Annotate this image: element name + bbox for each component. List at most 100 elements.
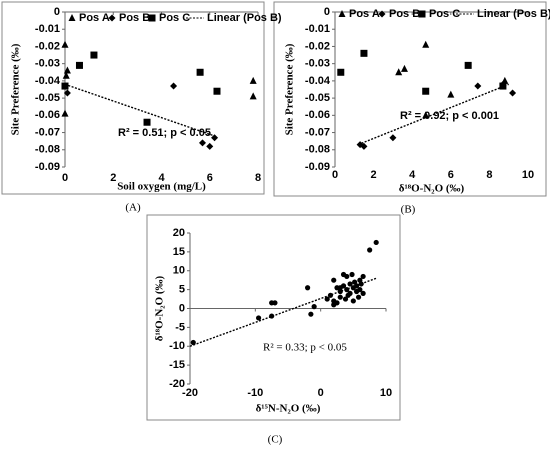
point: [249, 76, 257, 84]
caption: (B): [401, 204, 416, 216]
trendline: [357, 83, 509, 146]
y-tick-label: -0.01: [35, 23, 60, 35]
legend-label: Pos C: [159, 12, 190, 24]
point: [337, 285, 343, 291]
y-tick-label: 0: [179, 302, 185, 314]
y-tick-label: -0.03: [305, 58, 330, 70]
y-tick-label: 0: [324, 6, 330, 18]
trendline: [64, 83, 215, 137]
y-tick-label: 0: [54, 6, 60, 18]
point: [349, 271, 355, 278]
y-tick-label: 10: [173, 265, 185, 277]
point: [354, 283, 360, 289]
x-tick-label: 6: [207, 172, 213, 184]
point: [350, 298, 356, 304]
point: [331, 302, 337, 308]
point: [272, 300, 278, 306]
point: [360, 273, 366, 280]
annotation: R² = 0.92; p < 0.001: [400, 110, 499, 122]
legend-marker: [108, 14, 116, 22]
y-tick-label: 5: [179, 284, 185, 296]
y-tick-label: -0.07: [35, 126, 60, 138]
point: [422, 87, 430, 95]
y-tick-label: -0.05: [305, 92, 330, 104]
x-axis-title: δ¹⁵N-N₂O (‰): [256, 403, 321, 415]
legend-marker: [148, 14, 156, 22]
point: [63, 66, 71, 74]
point: [373, 239, 379, 246]
panel-frame: [146, 214, 401, 421]
point: [344, 287, 350, 293]
point: [509, 89, 517, 97]
point: [269, 313, 275, 319]
point: [199, 139, 207, 147]
y-tick-label: -10: [169, 340, 185, 352]
annotation: R² = 0.51; p < 0.05: [118, 127, 211, 139]
point: [331, 277, 337, 283]
point: [249, 92, 257, 100]
y-tick-label: -0.02: [305, 40, 330, 52]
caption: (A): [125, 202, 141, 214]
point: [170, 82, 178, 90]
y-tick-label: -0.09: [305, 161, 330, 173]
y-tick-label: -0.04: [305, 75, 331, 87]
point: [324, 296, 330, 302]
x-tick-label: 6: [448, 169, 454, 181]
point: [213, 87, 221, 95]
y-tick-label: -0.04: [35, 75, 61, 87]
point: [256, 315, 262, 321]
y-tick-label: -5: [175, 321, 185, 333]
annotation: R² = 0.33; p < 0.05: [263, 342, 347, 354]
panel-frame: [1, 1, 265, 195]
point: [206, 142, 214, 150]
y-axis-title: Site Preference (‰): [10, 43, 22, 135]
x-tick-label: -20: [182, 387, 198, 399]
point: [499, 82, 507, 90]
y-axis-title: Site Preference (‰): [284, 43, 296, 135]
legend-label: Pos C: [429, 8, 460, 20]
point: [305, 285, 311, 291]
point: [347, 281, 353, 287]
x-tick-label: 8: [255, 172, 261, 184]
point: [347, 290, 353, 296]
point: [308, 311, 314, 317]
point: [337, 68, 345, 76]
x-axis-title: δ¹⁸O-N₂O (‰): [399, 183, 465, 195]
x-tick-label: 10: [522, 169, 534, 181]
x-tick-label: 2: [371, 169, 377, 181]
x-tick-label: 10: [380, 387, 392, 399]
y-tick-label: -0.02: [35, 40, 60, 52]
point: [464, 61, 472, 69]
point: [61, 82, 69, 90]
x-axis-title: Soil oxygen (mg/L): [117, 181, 206, 193]
point: [327, 292, 334, 298]
y-tick-label: -0.06: [35, 109, 60, 121]
point: [190, 339, 196, 346]
y-tick-label: -0.08: [305, 144, 330, 156]
x-tick-label: 8: [486, 169, 492, 181]
point: [355, 294, 362, 300]
x-tick-label: 0: [332, 169, 338, 181]
x-tick-label: 0: [62, 172, 68, 184]
point: [389, 134, 397, 142]
y-axis-title: δ¹⁸O-N₂O (‰): [154, 275, 166, 341]
point: [422, 40, 430, 48]
point: [61, 109, 69, 117]
y-tick-label: 15: [173, 246, 185, 258]
caption: (C): [268, 434, 283, 446]
x-tick-label: 0: [318, 387, 324, 399]
legend-marker: [338, 10, 346, 17]
y-tick-label: -0.09: [35, 161, 60, 173]
point: [337, 294, 343, 300]
legend-marker: [68, 14, 76, 21]
point: [360, 49, 368, 57]
point: [342, 296, 349, 302]
legend-label: Pos A: [349, 8, 380, 20]
y-tick-label: 20: [173, 227, 185, 239]
y-tick-label: -0.03: [35, 58, 60, 70]
point: [367, 247, 373, 253]
y-tick-label: -0.06: [305, 109, 330, 121]
x-tick-label: 2: [110, 172, 116, 184]
legend-marker: [418, 10, 426, 18]
